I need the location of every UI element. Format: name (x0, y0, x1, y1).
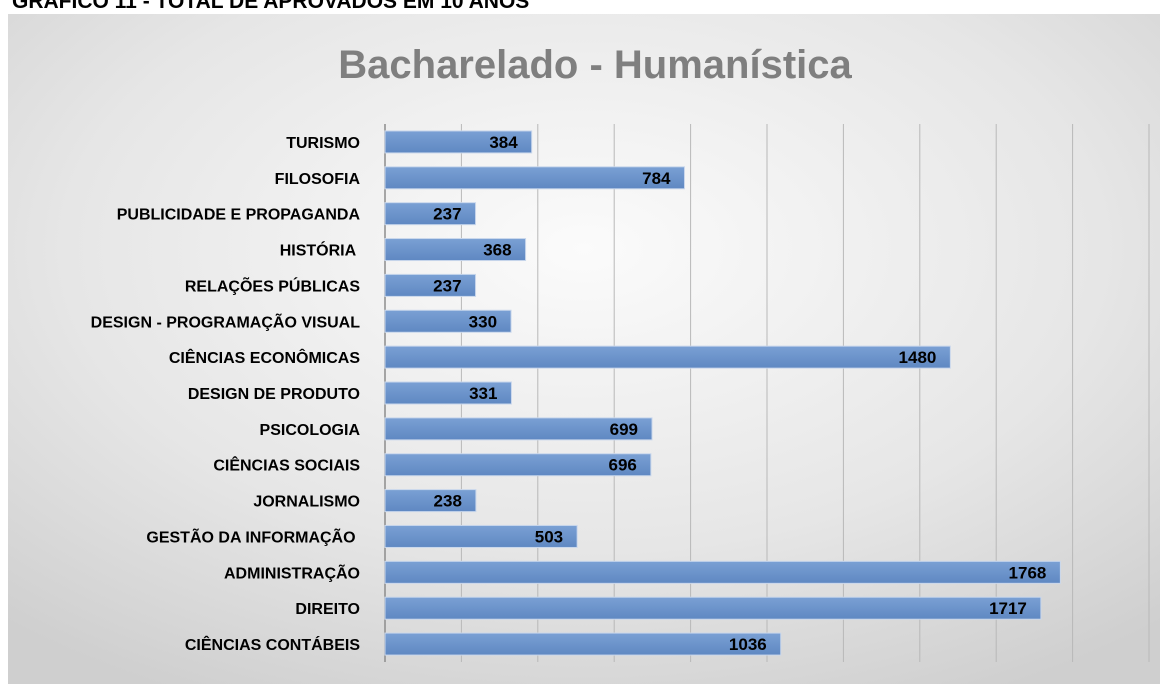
bar (384, 273, 477, 297)
bar (384, 560, 1061, 584)
y-tick-label: TURISMO (286, 135, 360, 152)
y-tick-label: GESTÃO DA INFORMAÇÃO (146, 526, 360, 546)
y-tick-label: PUBLICIDADE E PROPAGANDA (117, 207, 361, 224)
data-label: 784 (642, 169, 671, 188)
bar (384, 453, 652, 477)
bar (384, 238, 527, 262)
bar (384, 345, 951, 369)
y-tick-label: DESIGN - PROGRAMAÇÃO VISUAL (91, 311, 361, 331)
page-heading: GRÁFICO 11 - TOTAL DE APROVADOS EM 10 AN… (12, 0, 529, 13)
bar (384, 524, 578, 548)
data-label: 1768 (1009, 563, 1047, 582)
bar (384, 166, 685, 190)
y-tick-label: DIREITO (295, 601, 360, 618)
data-label: 699 (610, 420, 638, 439)
y-tick-label: RELAÇÕES PÚBLICAS (185, 275, 360, 295)
data-label: 237 (433, 276, 461, 295)
y-tick-label: CIÊNCIAS SOCIAIS (213, 456, 360, 475)
y-tick-label: ADMINISTRAÇÃO (224, 562, 360, 582)
data-label: 1480 (899, 348, 937, 367)
chart-title: Bacharelado - Humanística (338, 43, 852, 87)
y-tick-label: PSICOLOGIA (260, 422, 361, 439)
data-label: 1717 (989, 599, 1027, 618)
y-tick-label: HISTÓRIA (280, 241, 360, 260)
data-label: 1036 (729, 635, 767, 654)
bar (384, 489, 477, 513)
data-label: 330 (469, 312, 497, 331)
data-label: 503 (535, 527, 563, 546)
bar (384, 632, 782, 656)
y-tick-label: FILOSOFIA (275, 171, 361, 188)
bar (384, 202, 477, 226)
bar (384, 309, 512, 333)
bar (384, 381, 512, 405)
data-label: 368 (483, 241, 511, 260)
data-label: 384 (489, 133, 518, 152)
data-label: 696 (608, 456, 636, 475)
y-tick-label: DESIGN DE PRODUTO (188, 386, 360, 403)
bar (384, 130, 533, 154)
y-tick-label: JORNALISMO (253, 494, 360, 511)
bar (384, 417, 653, 441)
y-tick-label: CIÊNCIAS ECONÔMICAS (169, 348, 360, 367)
data-label: 331 (469, 384, 497, 403)
data-label: 238 (434, 492, 462, 511)
bar (384, 596, 1042, 620)
y-tick-label: CIÊNCIAS CONTÁBEIS (185, 635, 360, 654)
data-label: 237 (433, 205, 461, 224)
